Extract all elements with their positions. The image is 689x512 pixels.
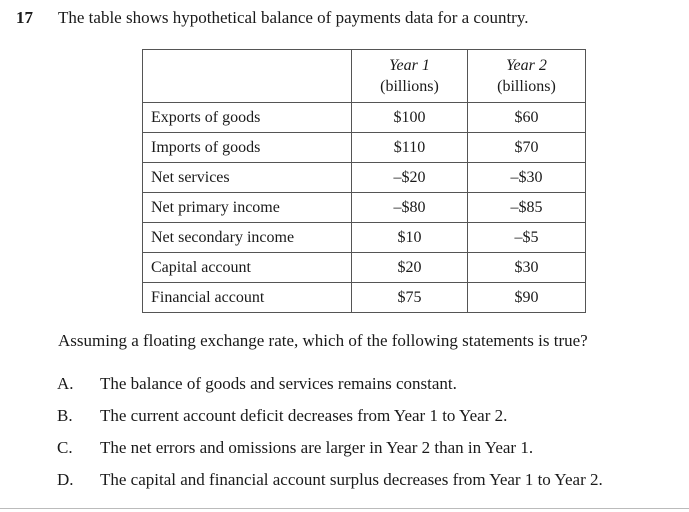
row-label: Net primary income xyxy=(142,192,352,223)
header-year2-unit: (billions) xyxy=(497,78,556,95)
row-year2-value: –$30 xyxy=(467,162,586,193)
row-year1-value: $75 xyxy=(351,282,468,313)
option-text: The balance of goods and services remain… xyxy=(100,374,457,393)
row-year2-value: $30 xyxy=(467,252,586,283)
row-year1-value: $10 xyxy=(351,222,468,253)
row-year2-value: $70 xyxy=(467,132,586,163)
row-year1-value: –$80 xyxy=(351,192,468,223)
header-year2: Year 2 (billions) xyxy=(467,49,586,103)
row-year1-value: $100 xyxy=(351,102,468,133)
table-row: Net secondary income $10 –$5 xyxy=(142,222,586,253)
row-label: Imports of goods xyxy=(142,132,352,163)
table-header-row: Year 1 (billions) Year 2 (billions) xyxy=(142,49,586,103)
question-number: 17 xyxy=(16,8,33,27)
row-year2-value: $60 xyxy=(467,102,586,133)
header-year2-title: Year 2 xyxy=(506,57,547,74)
row-label: Net secondary income xyxy=(142,222,352,253)
table-row: Net services –$20 –$30 xyxy=(142,162,586,193)
header-year1-title: Year 1 xyxy=(389,57,430,74)
row-year1-value: $20 xyxy=(351,252,468,283)
question-stem: The table shows hypothetical balance of … xyxy=(58,8,529,27)
row-year1-value: $110 xyxy=(351,132,468,163)
option-letter: C. xyxy=(57,438,73,457)
balance-of-payments-table: Year 1 (billions) Year 2 (billions) Expo… xyxy=(142,49,586,313)
header-year1: Year 1 (billions) xyxy=(351,49,468,103)
option-letter: A. xyxy=(57,374,74,393)
table-row: Net primary income –$80 –$85 xyxy=(142,192,586,223)
option-text: The net errors and omissions are larger … xyxy=(100,438,534,457)
row-label: Net services xyxy=(142,162,352,193)
question-prompt: Assuming a floating exchange rate, which… xyxy=(58,331,588,350)
row-label: Financial account xyxy=(142,282,352,313)
option-letter: D. xyxy=(57,470,74,489)
row-label: Exports of goods xyxy=(142,102,352,133)
row-year2-value: –$85 xyxy=(467,192,586,223)
table-row: Capital account $20 $30 xyxy=(142,252,586,283)
header-year1-unit: (billions) xyxy=(380,78,439,95)
table-row: Imports of goods $110 $70 xyxy=(142,132,586,163)
row-year2-value: $90 xyxy=(467,282,586,313)
table-row: Financial account $75 $90 xyxy=(142,282,586,313)
row-year2-value: –$5 xyxy=(467,222,586,253)
option-text: The capital and financial account surplu… xyxy=(100,470,603,489)
table-row: Exports of goods $100 $60 xyxy=(142,102,586,133)
row-label: Capital account xyxy=(142,252,352,283)
bottom-divider xyxy=(0,508,689,509)
option-text: The current account deficit decreases fr… xyxy=(100,406,508,425)
header-blank-cell xyxy=(142,49,352,103)
option-letter: B. xyxy=(57,406,73,425)
row-year1-value: –$20 xyxy=(351,162,468,193)
